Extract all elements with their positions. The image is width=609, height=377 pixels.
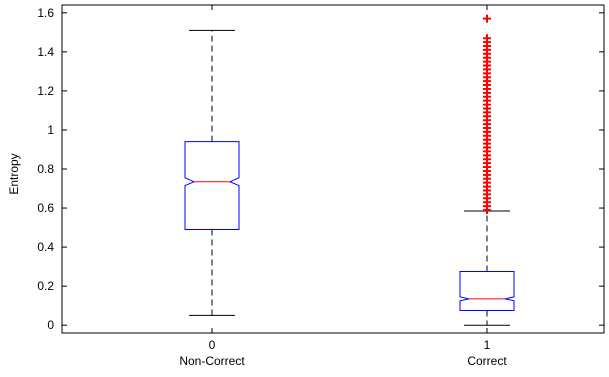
y-tick-label: 1.6 [37,6,54,20]
x-category-label: Correct [467,354,507,368]
y-tick-label: 1.4 [37,45,54,59]
plot-area: 0 0.2 0.4 0.6 0.8 1 1.2 1.4 1.6 0 Non-Correct 1 Corr… [37,4,605,368]
y-tick-label: 0.8 [37,162,54,176]
notched-box [184,141,240,231]
x-tick-label: 0 [209,338,216,352]
y-axis-label: Entropy [7,153,21,194]
y-tick-label: 0 [47,318,54,332]
outlier-marker [483,34,491,43]
outlier-marker [483,14,491,23]
y-tick-label: 0.6 [37,201,54,215]
y-tick-label: 1 [47,123,54,137]
notched-box [459,271,515,312]
y-tick-label: 1.2 [37,84,54,98]
y-tick-label: 0.4 [37,240,54,254]
x-category-label: Non-Correct [179,354,245,368]
axes-frame [61,4,605,334]
y-tick-label: 0.2 [37,279,54,293]
x-tick-label: 1 [484,338,491,352]
